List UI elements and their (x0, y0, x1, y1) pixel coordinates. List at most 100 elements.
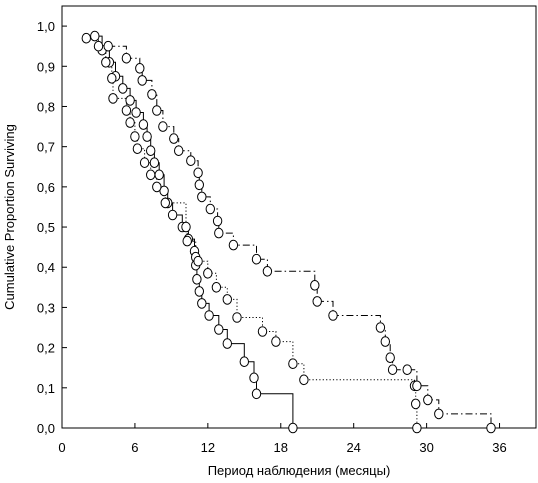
series-2-point (121, 105, 132, 116)
series-3-point (147, 89, 157, 100)
series-2-step-line (86, 37, 418, 428)
series-2-point (101, 57, 111, 68)
y-axis-title: Cumulative Proportion Surviving (2, 124, 17, 310)
series-1-point (192, 274, 202, 285)
x-tick-label: 36 (492, 440, 506, 455)
series-3-point (380, 336, 390, 347)
series-3-point (135, 63, 145, 74)
series-3-point (412, 380, 422, 392)
series-3-point (158, 121, 168, 132)
y-tick-label: 0,8 (37, 99, 55, 114)
x-tick-label: 30 (419, 440, 433, 455)
x-axis-title: Период наблюдения (месяцы) (208, 463, 391, 478)
axis-ticks (61, 25, 501, 429)
series-1-step-line (94, 35, 294, 428)
series-1-point (118, 83, 128, 94)
y-tick-label: 0,5 (37, 220, 55, 235)
series-3-point (328, 310, 338, 321)
series-2-point (232, 312, 242, 323)
series-1-point (249, 372, 259, 384)
series-2-point (211, 282, 222, 293)
series-3-point (262, 266, 273, 277)
y-tick-label: 0,3 (37, 300, 55, 315)
series-3-point (205, 203, 216, 215)
series-2-point (125, 117, 135, 128)
series-3-point (193, 167, 203, 179)
series-3-point (197, 191, 207, 203)
series-2-point (107, 73, 117, 84)
series-1-point (288, 422, 298, 434)
series-1-point (159, 185, 169, 197)
series-3-point (228, 239, 239, 251)
series-3-point (310, 280, 320, 291)
series-1-point (146, 145, 156, 156)
series-3-point (169, 133, 179, 144)
series-2-point (203, 268, 213, 279)
series-1-point (204, 310, 214, 321)
series-3-point (375, 322, 386, 333)
series-2-point (93, 40, 104, 52)
y-tick-label: 0,4 (37, 260, 55, 275)
series-1-point (138, 119, 149, 130)
series-2-point (160, 197, 171, 209)
series-3-point (434, 408, 444, 420)
series-3-point (152, 105, 162, 116)
series-2-point (130, 131, 140, 142)
series-2-point (81, 32, 92, 44)
series-1-point (149, 157, 160, 168)
series-3-point (251, 253, 262, 265)
series-3-point (186, 155, 196, 166)
series-3-step-line (108, 45, 492, 428)
series-1-point (222, 338, 233, 349)
series-2-point (152, 181, 162, 193)
series-1-point (197, 298, 207, 309)
series-3-point (312, 296, 322, 307)
series-3-point (402, 364, 412, 376)
series-2-point (299, 374, 309, 386)
series-2-point (411, 398, 421, 410)
series-2-point (132, 143, 143, 154)
series-3-point (387, 364, 398, 376)
series-1-point (131, 107, 141, 118)
series-1-point (125, 95, 135, 106)
series-3-point (423, 394, 433, 406)
y-tick-label: 0,6 (37, 180, 55, 195)
series-1-point (214, 324, 224, 335)
series-3-point (385, 352, 395, 364)
series-1-point (90, 30, 100, 42)
x-tick-label: 24 (346, 440, 360, 455)
series-2-point (412, 422, 422, 434)
series-3-point (194, 179, 205, 191)
series-3-point (137, 75, 147, 86)
series-3-point (103, 40, 113, 52)
series-2-point (139, 157, 150, 168)
plot-frame (61, 5, 537, 429)
series-2-point (271, 336, 281, 347)
x-tick-label: 12 (201, 440, 215, 455)
series-1-point (167, 209, 178, 221)
y-tick-label: 0,9 (37, 59, 55, 74)
y-tick-label: 0,2 (37, 341, 55, 356)
series-2-point (146, 169, 156, 181)
series-3-point (121, 52, 132, 64)
y-tick-label: 1,0 (37, 19, 55, 34)
series-1-point (194, 286, 205, 297)
series-1-point (251, 388, 262, 400)
x-tick-label: 18 (274, 440, 288, 455)
series-markers (81, 30, 496, 434)
series-3-point (212, 215, 223, 227)
y-tick-label: 0,0 (37, 421, 55, 436)
series-2-point (257, 326, 268, 337)
y-tick-label: 0,7 (37, 140, 55, 155)
series-1-point (154, 169, 164, 181)
series-2-point (193, 255, 203, 267)
series-2-point (181, 221, 191, 233)
y-tick-label: 0,1 (37, 381, 55, 396)
series-3-point (486, 422, 496, 434)
series-2-point (182, 235, 192, 247)
series-1-point (142, 131, 152, 142)
series-3-point (174, 145, 184, 156)
series-2-point (222, 294, 233, 305)
x-tick-label: 0 (58, 440, 65, 455)
